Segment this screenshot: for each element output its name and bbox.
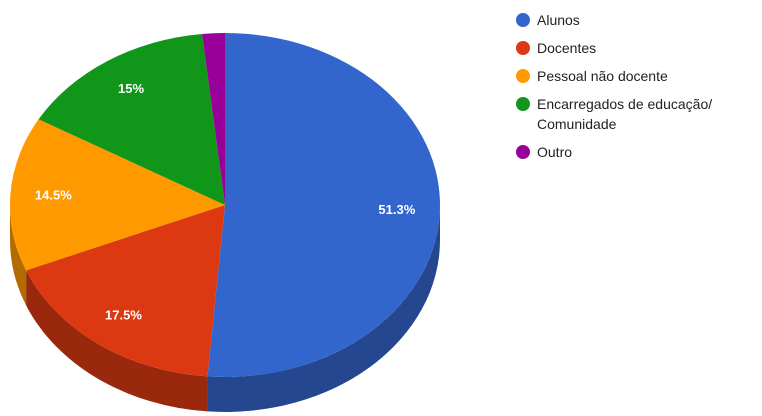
legend-label: Pessoal não docente <box>537 68 668 84</box>
slice-side <box>10 205 27 306</box>
legend-item: Outro <box>516 142 731 162</box>
slice <box>202 33 225 205</box>
slice <box>26 205 226 377</box>
slice-side <box>26 270 208 412</box>
legend-swatch <box>516 41 530 55</box>
legend-label: Alunos <box>537 12 580 28</box>
chart: 51.3% 17.5% 14.5% 15% <box>10 33 440 413</box>
legend-swatch <box>516 145 530 159</box>
legend-label: Docentes <box>537 40 597 56</box>
legend-label: Encarregados de educação/ Comunidade <box>537 96 713 132</box>
legend-item: Encarregados de educação/ Comunidade <box>516 94 731 134</box>
legend-item: Alunos <box>516 10 731 30</box>
legend-swatch <box>516 97 530 111</box>
data-label: 14.5% <box>35 187 72 202</box>
slice <box>10 119 226 271</box>
slice-side <box>207 205 440 413</box>
data-label: 17.5% <box>105 308 142 323</box>
legend: Alunos Docentes Pessoal não docente Encarre… <box>516 10 731 162</box>
slice <box>38 33 225 206</box>
legend-item: Pessoal não docente <box>516 66 731 86</box>
slice <box>207 33 440 377</box>
legend-label: Outro <box>537 144 573 160</box>
legend-swatch <box>516 13 530 27</box>
legend-swatch <box>516 69 530 83</box>
data-label: 51.3% <box>378 202 415 217</box>
data-label: 15% <box>118 81 144 96</box>
legend-item: Docentes <box>516 38 731 58</box>
